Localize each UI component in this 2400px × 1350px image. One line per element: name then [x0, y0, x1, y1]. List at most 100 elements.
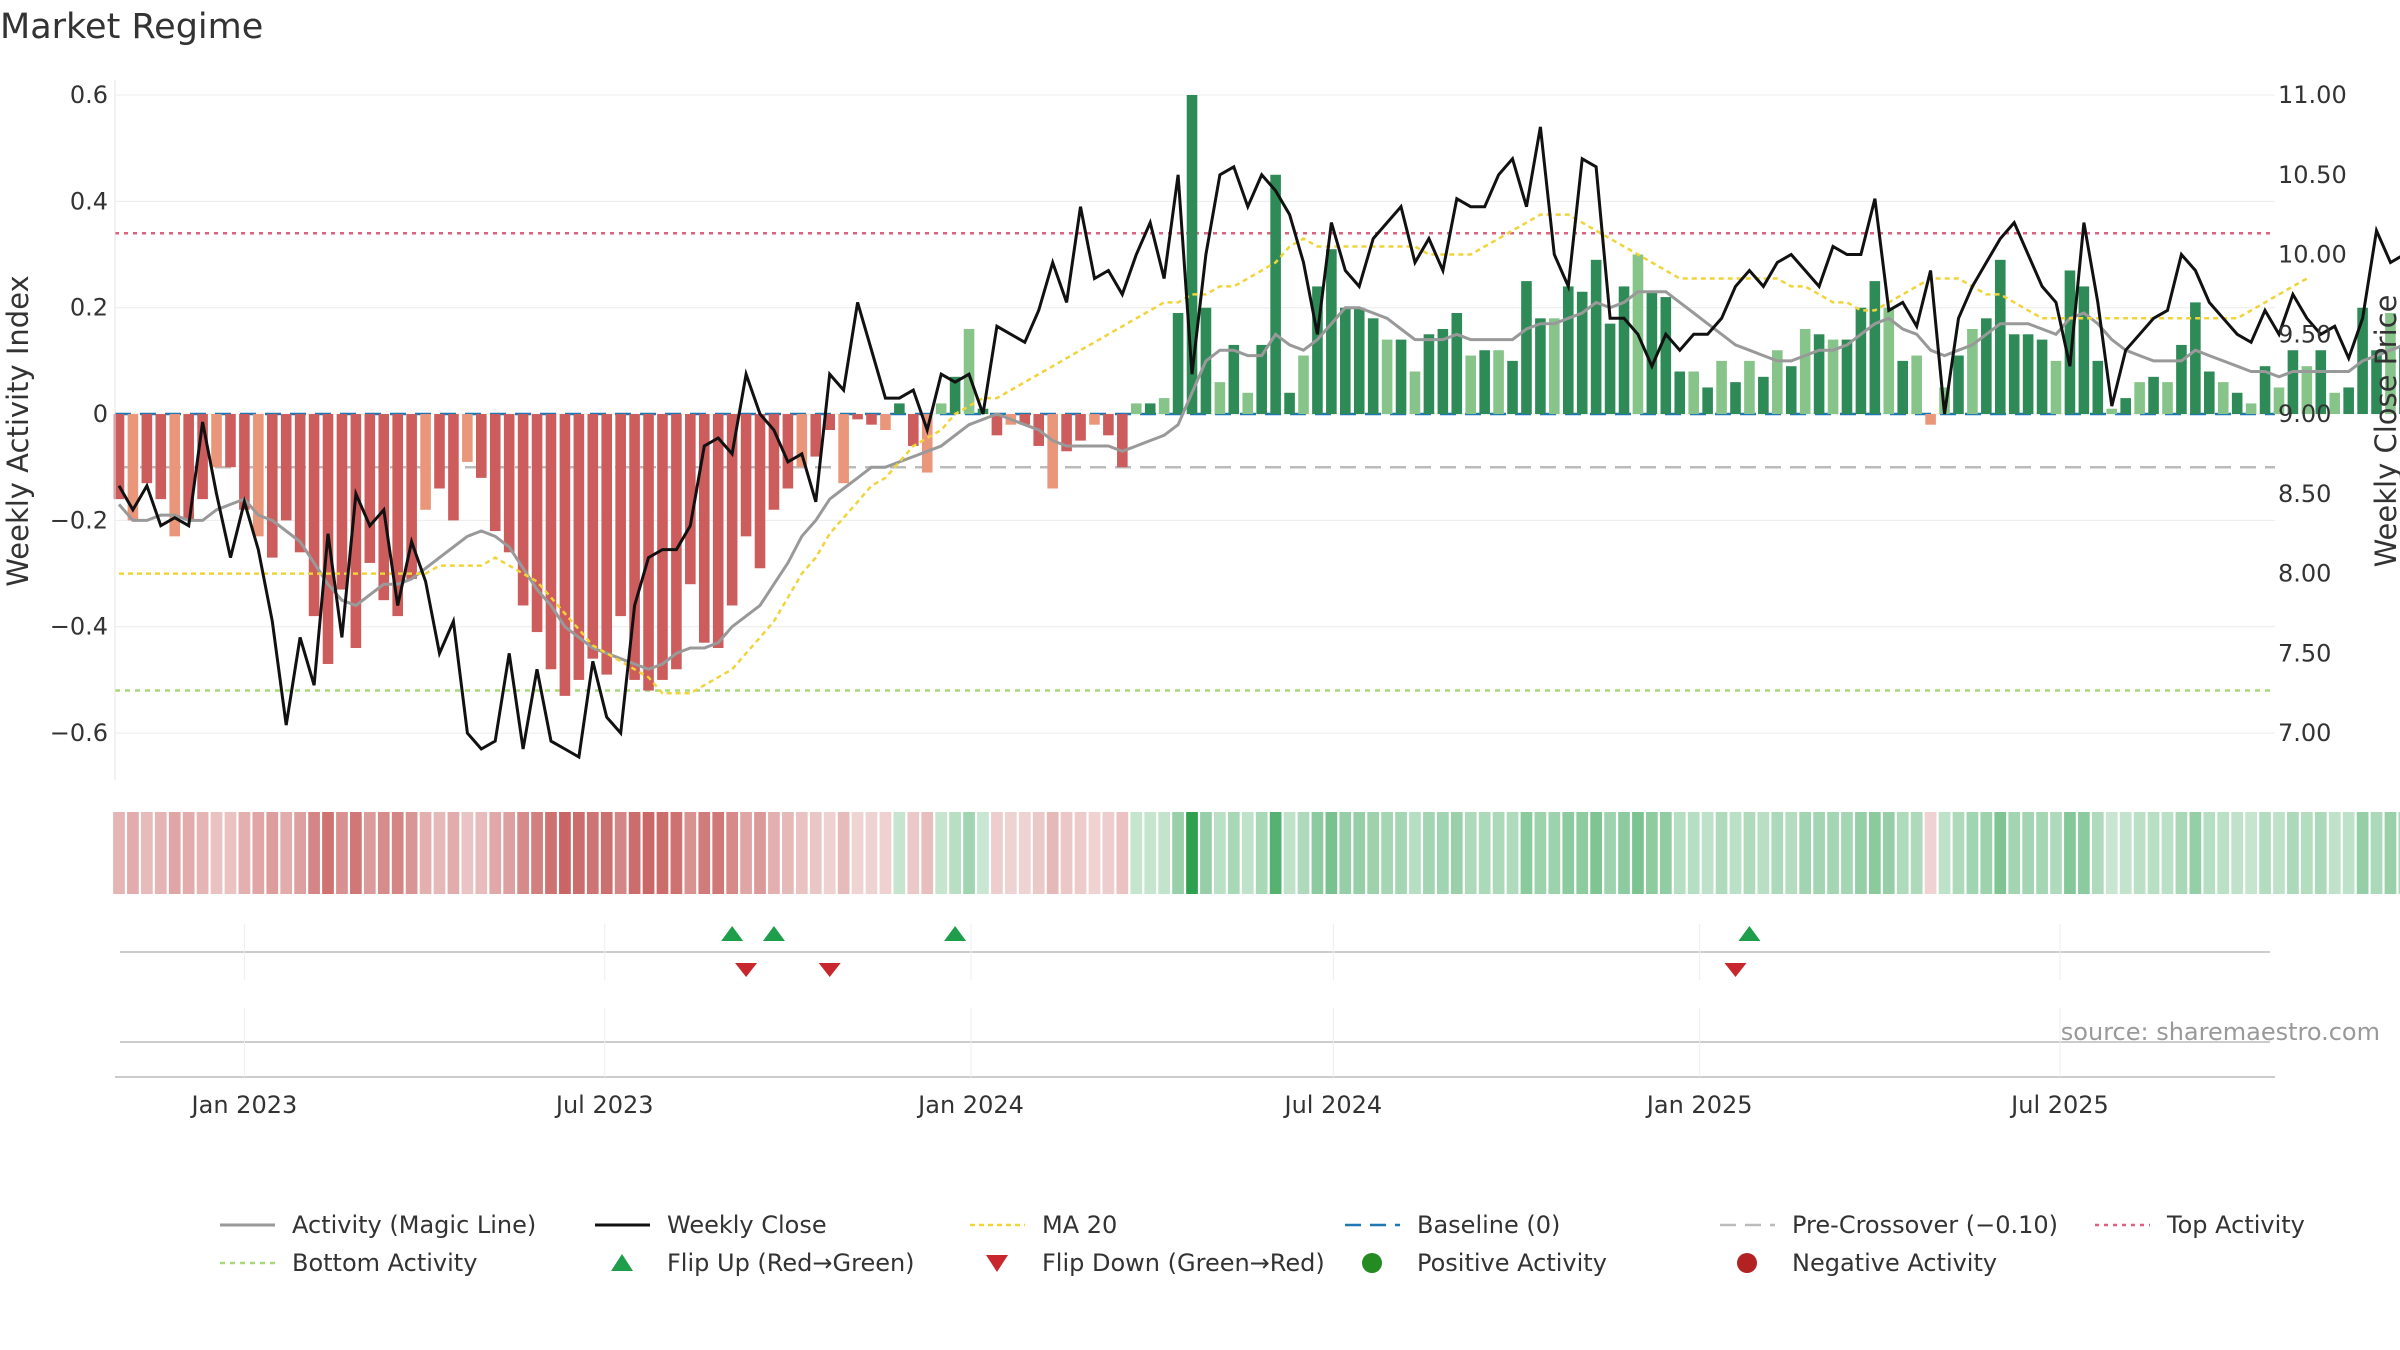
activity-bar	[2148, 376, 2159, 415]
heat-cell	[1715, 812, 1728, 894]
activity-bar	[1326, 249, 1337, 415]
heat-cell	[489, 812, 502, 894]
activity-bar	[2287, 350, 2299, 415]
heat-cell	[1632, 812, 1644, 894]
y-tick-label-right: 10.50	[2278, 161, 2347, 189]
activity-bar	[2064, 270, 2076, 415]
activity-bar	[1953, 355, 1964, 415]
activity-bar	[2162, 382, 2173, 415]
activity-bar	[169, 414, 181, 537]
heat-cell	[1729, 812, 1742, 894]
heat-cell	[363, 812, 376, 894]
activity-bar	[1075, 414, 1086, 441]
activity-bar	[476, 414, 487, 478]
heat-cell	[572, 812, 585, 894]
heat-cell	[1214, 812, 1226, 894]
activity-bar	[1688, 371, 1699, 415]
activity-bar	[1883, 307, 1895, 415]
activity-bar	[1590, 259, 1602, 415]
activity-bar	[155, 414, 167, 500]
activity-bar	[1994, 259, 2006, 415]
activity-bar	[2329, 392, 2341, 415]
heat-cell	[1450, 812, 1463, 894]
legend-label: Activity (Magic Line)	[292, 1211, 536, 1239]
activity-bar	[894, 403, 905, 415]
legend-item-flipup: Flip Up (Red→Green)	[611, 1249, 915, 1277]
heat-cell	[2328, 812, 2341, 894]
heat-cell	[1339, 812, 1352, 894]
y-tick-label-right: 11.00	[2278, 81, 2347, 109]
legend-label: Positive Activity	[1417, 1249, 1607, 1277]
heat-cell	[2175, 812, 2188, 894]
activity-bar	[294, 414, 306, 553]
flip-markers	[120, 926, 2270, 977]
heat-cell	[823, 812, 836, 894]
heat-cell	[308, 812, 320, 894]
activity-bar	[434, 414, 445, 489]
heat-cell	[1980, 812, 1993, 894]
heat-cell	[1395, 812, 1407, 894]
heat-cell	[712, 812, 725, 894]
heat-cell	[266, 812, 279, 894]
activity-bar	[698, 414, 710, 643]
heat-cell	[2398, 812, 2400, 894]
activity-bar	[1103, 414, 1114, 436]
heat-cell	[2161, 812, 2174, 894]
activity-bar	[1702, 387, 1713, 415]
heat-cell	[1771, 812, 1784, 894]
activity-bar	[1716, 360, 1727, 415]
x-tick-label: Jul 2024	[1283, 1091, 1383, 1119]
legend: Activity (Magic Line) Weekly Close MA 20 Ba…	[220, 1211, 2305, 1277]
heat-cell	[113, 812, 125, 894]
legend-item-flipdown: Flip Down (Green→Red)	[986, 1249, 1325, 1277]
weekly-close-series	[117, 126, 2400, 760]
activity-bar	[1395, 339, 1407, 415]
activity-bar	[2134, 382, 2145, 415]
y-tick-label-right: 9.00	[2278, 400, 2331, 428]
x-axis: Jan 2023 Jul 2023 Jan 2024 Jul 2024 Jan 2025…	[115, 924, 2275, 1119]
y-tick-label-left: 0.4	[70, 187, 108, 215]
activity-bar	[1437, 328, 1449, 415]
legend-item-neg: Negative Activity	[1737, 1249, 1997, 1277]
heat-cell	[280, 812, 293, 894]
heat-cell	[1952, 812, 1965, 894]
y-tick-label-right: 7.00	[2278, 719, 2331, 747]
activity-bar	[712, 414, 724, 649]
activity-bar	[448, 414, 459, 521]
activity-bar	[1925, 414, 1936, 425]
ma20-series	[119, 213, 2308, 695]
activity-bar	[629, 414, 640, 680]
activity-bar	[1799, 328, 1811, 415]
heat-cell	[377, 812, 390, 894]
heat-cell	[2370, 812, 2383, 894]
heat-cell	[2050, 812, 2062, 894]
legend-label: MA 20	[1042, 1211, 1117, 1239]
y-tick-label-left: −0.4	[50, 613, 108, 641]
activity-bar	[1744, 360, 1755, 415]
heat-cell	[475, 812, 488, 894]
activity-bar	[1674, 371, 1686, 415]
heat-cell	[1896, 812, 1909, 894]
activity-bar	[1423, 334, 1435, 415]
heat-cell	[991, 812, 1003, 894]
heat-cell	[2203, 812, 2216, 894]
activity-bar	[211, 414, 222, 468]
activity-bar	[1827, 339, 1839, 415]
activity-bar	[1813, 334, 1825, 415]
activity-bar	[2190, 302, 2201, 415]
activity-bar	[2217, 382, 2229, 415]
activity-bar	[2301, 366, 2313, 415]
heat-cell	[2231, 812, 2244, 894]
legend-item-precross: Pre-Crossover (−0.10)	[1720, 1211, 2058, 1239]
legend-label: Top Activity	[2166, 1211, 2305, 1239]
heat-cell	[907, 812, 920, 894]
activity-bar	[266, 414, 278, 558]
activity-bar	[1618, 286, 1630, 415]
heat-cell	[1548, 812, 1561, 894]
legend-label: Bottom Activity	[292, 1249, 477, 1277]
activity-bar	[406, 414, 417, 579]
heat-cell	[461, 812, 474, 894]
heat-cell	[1646, 812, 1658, 894]
heat-cell	[545, 812, 557, 894]
legend-label: Flip Up (Red→Green)	[667, 1249, 915, 1277]
